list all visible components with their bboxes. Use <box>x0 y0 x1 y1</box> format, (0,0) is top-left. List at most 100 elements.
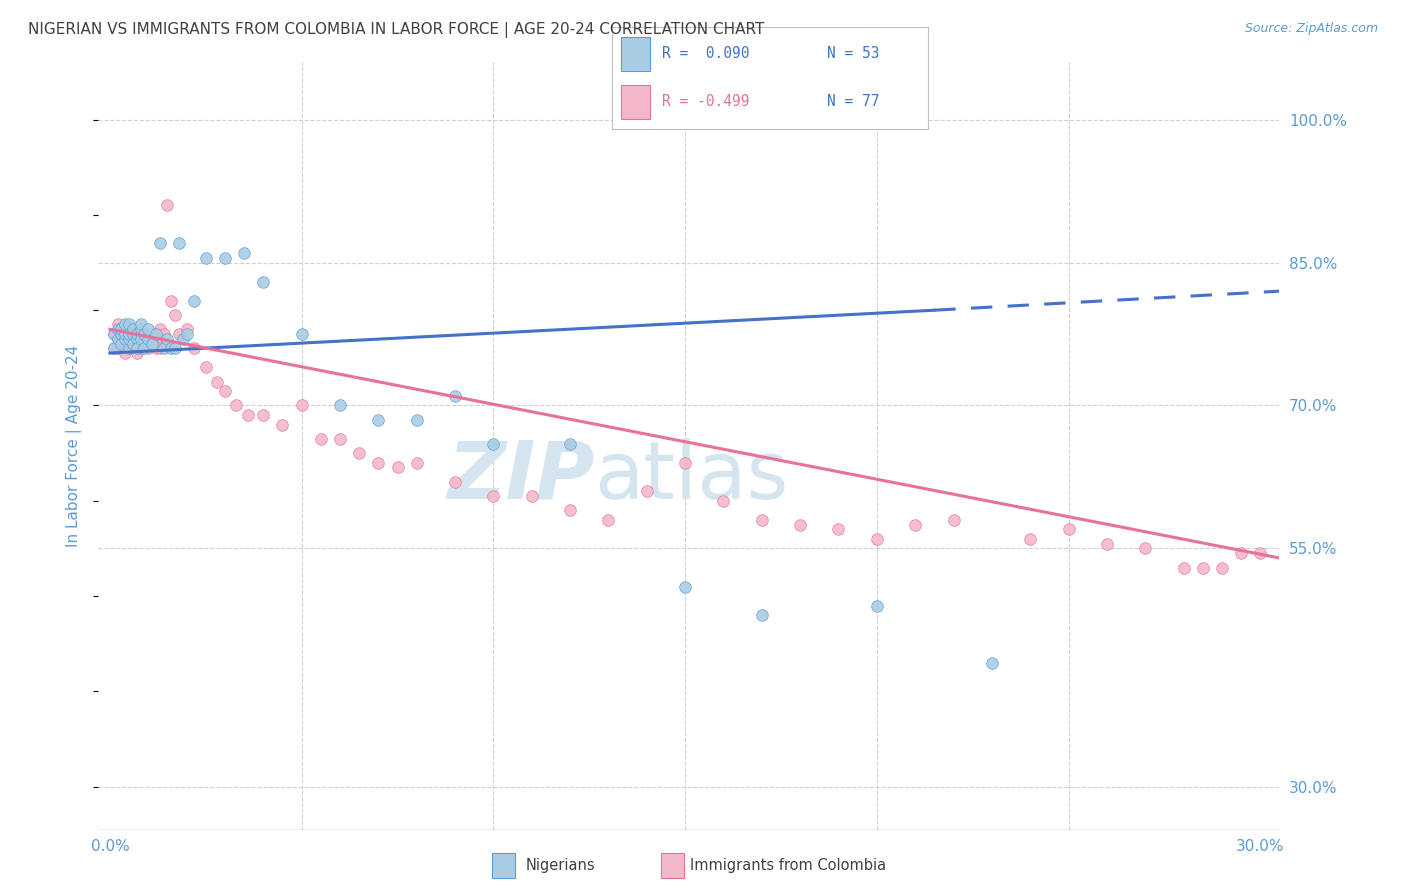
Point <box>520 489 543 503</box>
Bar <box>621 37 650 70</box>
Point <box>165 341 187 355</box>
Point <box>252 408 274 422</box>
Point <box>176 326 198 341</box>
Point <box>329 399 352 413</box>
Point <box>134 336 156 351</box>
Point <box>482 489 505 503</box>
Point <box>149 322 172 336</box>
Point <box>194 360 217 375</box>
Point <box>103 326 125 341</box>
Point <box>405 413 427 427</box>
Point <box>329 432 352 446</box>
Point <box>942 513 965 527</box>
Point <box>125 326 148 341</box>
Point <box>236 408 259 422</box>
Point <box>107 332 129 346</box>
Text: Immigrants from Colombia: Immigrants from Colombia <box>690 858 886 872</box>
Point <box>110 322 132 336</box>
Y-axis label: In Labor Force | Age 20-24: In Labor Force | Age 20-24 <box>66 345 83 547</box>
Point <box>225 399 247 413</box>
Point <box>904 517 927 532</box>
Point <box>118 332 141 346</box>
Text: N = 77: N = 77 <box>827 95 879 109</box>
Point <box>125 326 148 341</box>
Point <box>145 326 167 341</box>
Point <box>271 417 294 432</box>
Point <box>125 332 148 346</box>
Point <box>129 322 152 336</box>
Point <box>125 336 148 351</box>
Point <box>167 326 190 341</box>
Point <box>367 456 389 470</box>
Point <box>141 336 163 351</box>
Point <box>444 475 467 489</box>
Point <box>751 608 773 623</box>
Point <box>129 332 152 346</box>
Point <box>114 336 136 351</box>
Point <box>482 436 505 450</box>
Point <box>598 513 620 527</box>
Text: R = -0.499: R = -0.499 <box>662 95 749 109</box>
Text: N = 53: N = 53 <box>827 45 879 61</box>
Point <box>122 326 145 341</box>
Point <box>789 517 811 532</box>
Point <box>110 336 132 351</box>
Point <box>866 599 889 613</box>
Point <box>107 341 129 355</box>
Point <box>165 308 187 322</box>
Point <box>252 275 274 289</box>
Point <box>103 341 125 355</box>
Point <box>156 198 179 212</box>
Point <box>1191 560 1213 574</box>
Text: R =  0.090: R = 0.090 <box>662 45 749 61</box>
Point <box>118 341 141 355</box>
Text: Nigerians: Nigerians <box>526 858 596 872</box>
Bar <box>621 86 650 119</box>
Point <box>176 322 198 336</box>
Point <box>107 322 129 336</box>
Text: ZIP: ZIP <box>447 438 595 516</box>
Point <box>141 326 163 341</box>
Point <box>160 341 183 355</box>
Point <box>149 341 172 355</box>
Point <box>136 341 159 355</box>
Point <box>156 332 179 346</box>
Point <box>1135 541 1157 556</box>
Point <box>751 513 773 527</box>
Point <box>233 246 256 260</box>
Point <box>291 326 314 341</box>
Point <box>107 318 129 332</box>
Point <box>160 293 183 308</box>
Point <box>110 332 132 346</box>
Point <box>827 522 849 536</box>
Point <box>114 326 136 341</box>
Point <box>444 389 467 403</box>
Point <box>172 332 194 346</box>
Point <box>866 532 889 546</box>
Point <box>1019 532 1042 546</box>
Point <box>558 503 581 517</box>
Point <box>136 332 159 346</box>
Point <box>558 436 581 450</box>
Point <box>136 332 159 346</box>
Point <box>194 251 217 265</box>
Point <box>309 432 332 446</box>
Bar <box>661 853 683 878</box>
Point <box>118 341 141 355</box>
Point <box>110 326 132 341</box>
Point <box>118 318 141 332</box>
Point <box>673 456 696 470</box>
Point <box>122 336 145 351</box>
Point <box>145 332 167 346</box>
Point <box>129 318 152 332</box>
Point <box>103 341 125 355</box>
Point <box>167 236 190 251</box>
Point <box>125 346 148 360</box>
Point <box>149 236 172 251</box>
Point <box>110 341 132 355</box>
Point <box>136 322 159 336</box>
Point <box>1095 537 1118 551</box>
Point <box>122 322 145 336</box>
Point <box>405 456 427 470</box>
Point <box>114 346 136 360</box>
